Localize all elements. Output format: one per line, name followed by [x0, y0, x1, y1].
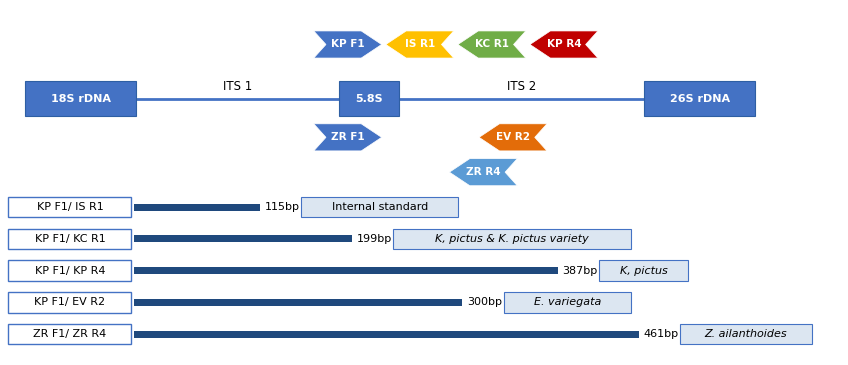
Bar [134, 204, 259, 211]
FancyBboxPatch shape [8, 324, 131, 345]
Text: 26S rDNA: 26S rDNA [670, 94, 729, 104]
Text: E. variegata: E. variegata [533, 297, 601, 307]
Text: IS R1: IS R1 [404, 39, 435, 50]
Text: KC R1: KC R1 [475, 39, 509, 50]
Polygon shape [479, 124, 547, 151]
Text: K, pictus: K, pictus [620, 266, 667, 276]
Polygon shape [449, 159, 517, 186]
Text: ZR F1: ZR F1 [331, 132, 365, 142]
Bar [134, 235, 352, 242]
FancyBboxPatch shape [8, 292, 131, 313]
Polygon shape [458, 31, 526, 58]
Text: KP F1/ KC R1: KP F1/ KC R1 [35, 234, 105, 244]
Text: 115bp: 115bp [265, 202, 300, 212]
Text: ITS 2: ITS 2 [507, 80, 536, 93]
FancyBboxPatch shape [301, 197, 458, 218]
Text: KP F1/ IS R1: KP F1/ IS R1 [36, 202, 103, 212]
Polygon shape [386, 31, 454, 58]
FancyBboxPatch shape [680, 324, 812, 345]
FancyBboxPatch shape [504, 292, 631, 313]
Bar [134, 331, 639, 338]
Text: 387bp: 387bp [562, 266, 598, 276]
Text: ZR F1/ ZR R4: ZR F1/ ZR R4 [33, 329, 107, 339]
FancyBboxPatch shape [8, 260, 131, 281]
Text: 461bp: 461bp [644, 329, 678, 339]
Text: 300bp: 300bp [467, 297, 502, 307]
Text: 18S rDNA: 18S rDNA [51, 94, 110, 104]
FancyBboxPatch shape [339, 81, 399, 116]
Text: 199bp: 199bp [357, 234, 392, 244]
Text: Internal standard: Internal standard [332, 202, 428, 212]
Text: 5.8S: 5.8S [355, 94, 382, 104]
Text: ZR R4: ZR R4 [466, 167, 500, 177]
Bar [134, 299, 462, 306]
Text: K, pictus & K. pictus variety: K, pictus & K. pictus variety [435, 234, 589, 244]
Text: ITS 1: ITS 1 [223, 80, 252, 93]
Text: KP F1: KP F1 [331, 39, 365, 50]
FancyBboxPatch shape [599, 260, 688, 281]
Text: KP R4: KP R4 [547, 39, 581, 50]
FancyBboxPatch shape [393, 228, 631, 249]
Text: KP F1/ KP R4: KP F1/ KP R4 [35, 266, 105, 276]
Text: KP F1/ EV R2: KP F1/ EV R2 [35, 297, 105, 307]
Polygon shape [530, 31, 598, 58]
Text: EV R2: EV R2 [496, 132, 530, 142]
Bar [134, 267, 557, 274]
Text: Z. ailanthoides: Z. ailanthoides [705, 329, 787, 339]
FancyBboxPatch shape [8, 197, 131, 218]
Polygon shape [314, 124, 382, 151]
FancyBboxPatch shape [25, 81, 136, 116]
FancyBboxPatch shape [644, 81, 755, 116]
Polygon shape [314, 31, 382, 58]
FancyBboxPatch shape [8, 228, 131, 249]
